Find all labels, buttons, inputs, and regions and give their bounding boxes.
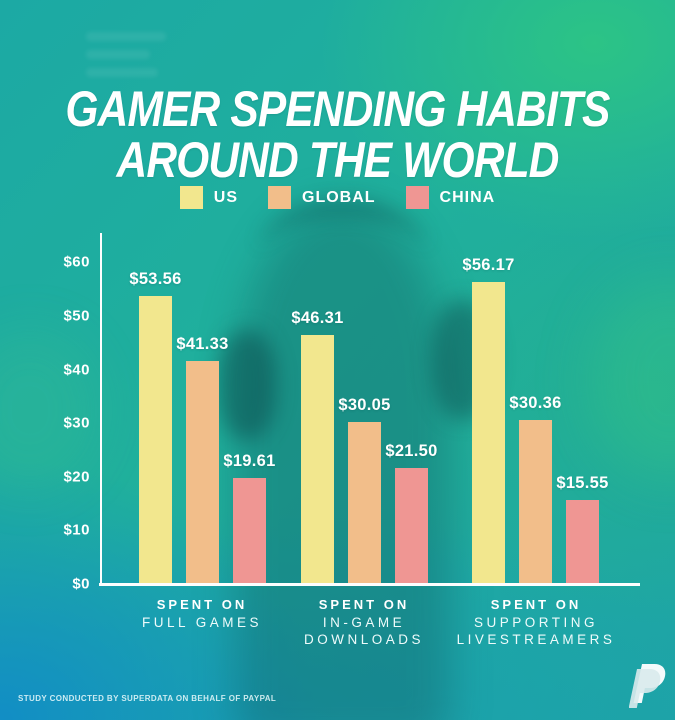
x-axis-line xyxy=(99,583,640,586)
title-line-2: AROUND THE WORLD xyxy=(116,131,559,188)
category-label-line: FULL GAMES xyxy=(141,614,263,630)
y-axis-tick-label: $50 xyxy=(63,307,90,325)
y-axis-tick-label: $10 xyxy=(63,521,90,539)
legend-label: US xyxy=(213,188,238,206)
category-label-top: SPENT ON xyxy=(156,597,248,612)
legend-swatch-global xyxy=(268,186,291,209)
bar-china-group1 xyxy=(233,478,266,583)
y-axis-tick-label: $0 xyxy=(72,575,90,593)
bar-value-label: $30.36 xyxy=(509,394,562,412)
legend: US GLOBAL CHINA xyxy=(0,186,675,209)
category-label-line: IN-GAME xyxy=(322,614,406,630)
bar-value-label: $53.56 xyxy=(129,270,182,288)
category-label-line: SUPPORTING xyxy=(473,614,598,630)
bar-global-group2 xyxy=(348,422,381,583)
bar-value-label: $19.61 xyxy=(223,452,276,470)
bar-china-group3 xyxy=(566,500,599,583)
bar-global-group1 xyxy=(186,361,219,583)
category-label-group2: SPENT ON IN-GAME DOWNLOADS xyxy=(239,597,489,649)
legend-item-china: CHINA xyxy=(405,186,496,209)
y-axis-tick-label: $40 xyxy=(63,361,90,379)
legend-item-global: GLOBAL xyxy=(268,186,376,209)
y-axis-tick-label: $20 xyxy=(63,468,90,486)
bar-value-label: $21.50 xyxy=(385,442,438,460)
category-label-top: SPENT ON xyxy=(318,597,410,612)
legend-item-us: US xyxy=(179,186,238,209)
legend-label: CHINA xyxy=(439,188,496,206)
y-axis-line xyxy=(100,233,102,585)
bar-value-label: $46.31 xyxy=(291,309,344,327)
category-label-group3: SPENT ON SUPPORTING LIVESTREAMERS xyxy=(411,597,661,649)
bar-global-group3 xyxy=(519,420,552,583)
category-label-top: SPENT ON xyxy=(490,597,582,612)
bar-value-label: $15.55 xyxy=(556,474,609,492)
category-label-group1: SPENT ON FULL GAMES xyxy=(77,597,327,631)
category-label-line: DOWNLOADS xyxy=(303,632,424,648)
bar-china-group2 xyxy=(395,468,428,583)
bar-us-group3 xyxy=(472,282,505,583)
legend-swatch-china xyxy=(405,186,429,209)
y-axis-tick-label: $60 xyxy=(63,253,90,271)
bar-value-label: $56.17 xyxy=(462,256,515,274)
legend-label: GLOBAL xyxy=(302,188,376,206)
bar-value-label: $30.05 xyxy=(338,396,391,414)
bar-us-group2 xyxy=(301,335,334,583)
y-axis-tick-label: $30 xyxy=(63,414,90,432)
paypal-logo xyxy=(629,664,666,708)
bar-value-label: $41.33 xyxy=(176,335,229,353)
title-line-1: GAMER SPENDING HABITS xyxy=(65,80,610,137)
source-note: STUDY CONDUCTED BY SUPERDATA ON BEHALF O… xyxy=(18,694,277,703)
bar-us-group1 xyxy=(139,296,172,583)
legend-swatch-us xyxy=(179,186,203,209)
category-label-line: LIVESTREAMERS xyxy=(456,632,616,648)
page-title: GAMER SPENDING HABITS AROUND THE WORLD xyxy=(0,80,675,188)
